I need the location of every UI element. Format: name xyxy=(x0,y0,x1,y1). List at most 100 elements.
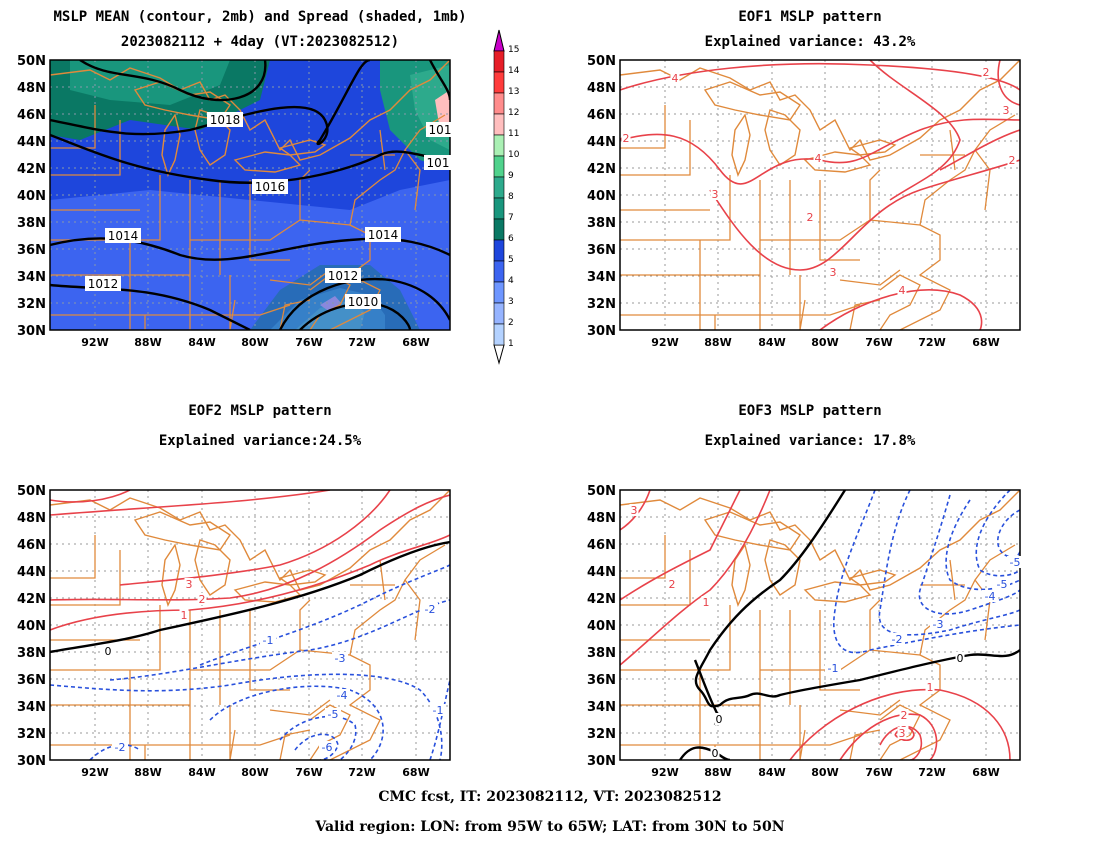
colorbar-label: 9 xyxy=(508,171,514,181)
contour-label: -2 xyxy=(892,633,903,646)
lat-tick-label: 40N xyxy=(587,619,616,634)
contour-label: -4 xyxy=(985,590,996,603)
colorbar-label: 8 xyxy=(508,192,514,202)
lon-tick-label: 76W xyxy=(295,336,322,349)
colorbar-label: 11 xyxy=(508,129,519,139)
colorbar-swatch xyxy=(493,92,505,115)
contour-label: 1016 xyxy=(255,180,286,194)
lat-tick-label: 42N xyxy=(17,592,46,607)
lat-tick-label: 32N xyxy=(587,727,616,742)
panel1-title-line2: 2023082112 + 4day (VT:2023082512) xyxy=(120,34,400,50)
panel4-title-line2: Explained variance: 17.8% xyxy=(704,433,916,449)
contour-label: 2 xyxy=(901,709,908,722)
contour-label: -4 xyxy=(337,689,348,702)
lat-tick-label: 32N xyxy=(587,297,616,312)
lat-tick-label: 44N xyxy=(587,565,616,580)
lat-tick-label: 50N xyxy=(17,484,46,499)
lat-tick-label: 38N xyxy=(587,646,616,661)
lon-tick-label: 88W xyxy=(134,766,161,779)
contour-label: 1 xyxy=(927,681,934,694)
contour-label: 1012 xyxy=(88,277,119,291)
colorbar-label: 4 xyxy=(508,276,514,286)
lat-tick-label: 32N xyxy=(17,727,46,742)
panel2-title-line2: Explained variance: 43.2% xyxy=(704,34,916,50)
lat-tick-label: 42N xyxy=(587,162,616,177)
lat-tick-label: 38N xyxy=(17,646,46,661)
colorbar-swatch xyxy=(493,155,505,178)
mean-contours xyxy=(50,60,450,330)
lat-tick-label: 46N xyxy=(17,538,46,553)
colorbar-swatch xyxy=(493,323,505,346)
lat-tick-label: 30N xyxy=(587,324,616,339)
contour-label: 2 xyxy=(199,593,206,606)
lon-tick-label: 76W xyxy=(865,766,892,779)
contour-label: 3 xyxy=(712,188,719,201)
lon-tick-label: 76W xyxy=(865,336,892,349)
lat-tick-label: 48N xyxy=(17,81,46,96)
panel2-map: 4 4 3 3 4 2 2 2 3 2 50N 48N 46N 44N 42N 40N 38N 36N 34N 32… xyxy=(587,54,1021,349)
lat-tick-label: 36N xyxy=(587,673,616,688)
lat-tick-label: 48N xyxy=(587,81,616,96)
lon-tick-label: 88W xyxy=(134,336,161,349)
lat-tick-label: 34N xyxy=(17,270,46,285)
lon-tick-label: 80W xyxy=(811,336,838,349)
contour-label: 0 xyxy=(957,652,964,665)
lon-tick-label: 88W xyxy=(704,766,731,779)
contour-label: -5 xyxy=(997,578,1008,591)
lat-tick-label: 30N xyxy=(17,324,46,339)
contour-label: 2 xyxy=(983,66,990,79)
lat-tick-label: 40N xyxy=(17,619,46,634)
lat-tick-label: 34N xyxy=(17,700,46,715)
colorbar-label: 1 xyxy=(508,339,514,349)
contour-label: 3 xyxy=(631,504,638,517)
panel3-title-line2: Explained variance:24.5% xyxy=(158,433,362,449)
contour-label: 0 xyxy=(712,747,719,760)
lat-tick-label: 42N xyxy=(17,162,46,177)
lon-tick-label: 68W xyxy=(972,766,999,779)
contour-label: 2 xyxy=(669,578,676,591)
colorbar-swatch xyxy=(493,134,505,157)
contour-label: 3 xyxy=(901,724,908,737)
lat-tick-label: 34N xyxy=(587,700,616,715)
colorbar-label: 2 xyxy=(508,318,514,328)
colorbar-upper-arrow xyxy=(493,29,505,52)
lon-tick-label: 72W xyxy=(348,336,375,349)
lon-tick-label: 92W xyxy=(651,766,678,779)
eof1-contours xyxy=(620,60,1020,330)
lon-tick-label: 84W xyxy=(188,336,215,349)
lon-tick-label: 80W xyxy=(241,766,268,779)
lon-tick-label: 92W xyxy=(651,336,678,349)
lat-tick-label: 44N xyxy=(587,135,616,150)
contour-label: -3 xyxy=(933,618,944,631)
contour-label: 4 xyxy=(672,72,679,85)
contour-label: 1018 xyxy=(210,113,241,127)
lon-tick-label: 80W xyxy=(811,766,838,779)
contour-label: 1 xyxy=(703,596,710,609)
colorbar-swatch xyxy=(493,239,505,262)
colorbar-swatch xyxy=(493,302,505,325)
panel4-title-line1: EOF3 MSLP pattern xyxy=(738,403,882,419)
colorbar-swatch xyxy=(493,281,505,304)
lat-tick-label: 36N xyxy=(17,243,46,258)
lat-tick-label: 40N xyxy=(587,189,616,204)
colorbar-label: 10 xyxy=(508,150,520,160)
panel1-title-line1: MSLP MEAN (contour, 2mb) and Spread (sha… xyxy=(53,9,467,25)
contour-label: 3 xyxy=(899,727,906,740)
contour-label: 1014 xyxy=(108,229,139,243)
contour-label: 1 xyxy=(181,609,188,622)
lon-tick-label: 84W xyxy=(758,766,785,779)
lat-tick-label: 50N xyxy=(587,54,616,69)
colorbar-swatch xyxy=(493,113,505,136)
lon-tick-label: 72W xyxy=(348,766,375,779)
contour-label: 4 xyxy=(815,152,822,165)
colorbar-swatch xyxy=(493,218,505,241)
colorbar-label: 6 xyxy=(508,234,514,244)
colorbar-label: 13 xyxy=(508,87,519,97)
contour-label: 101 xyxy=(427,156,450,170)
contour-label: -2 xyxy=(425,603,436,616)
contour-label: -3 xyxy=(335,652,346,665)
contour-label: 3 xyxy=(830,266,837,279)
lat-tick-label: 50N xyxy=(587,484,616,499)
